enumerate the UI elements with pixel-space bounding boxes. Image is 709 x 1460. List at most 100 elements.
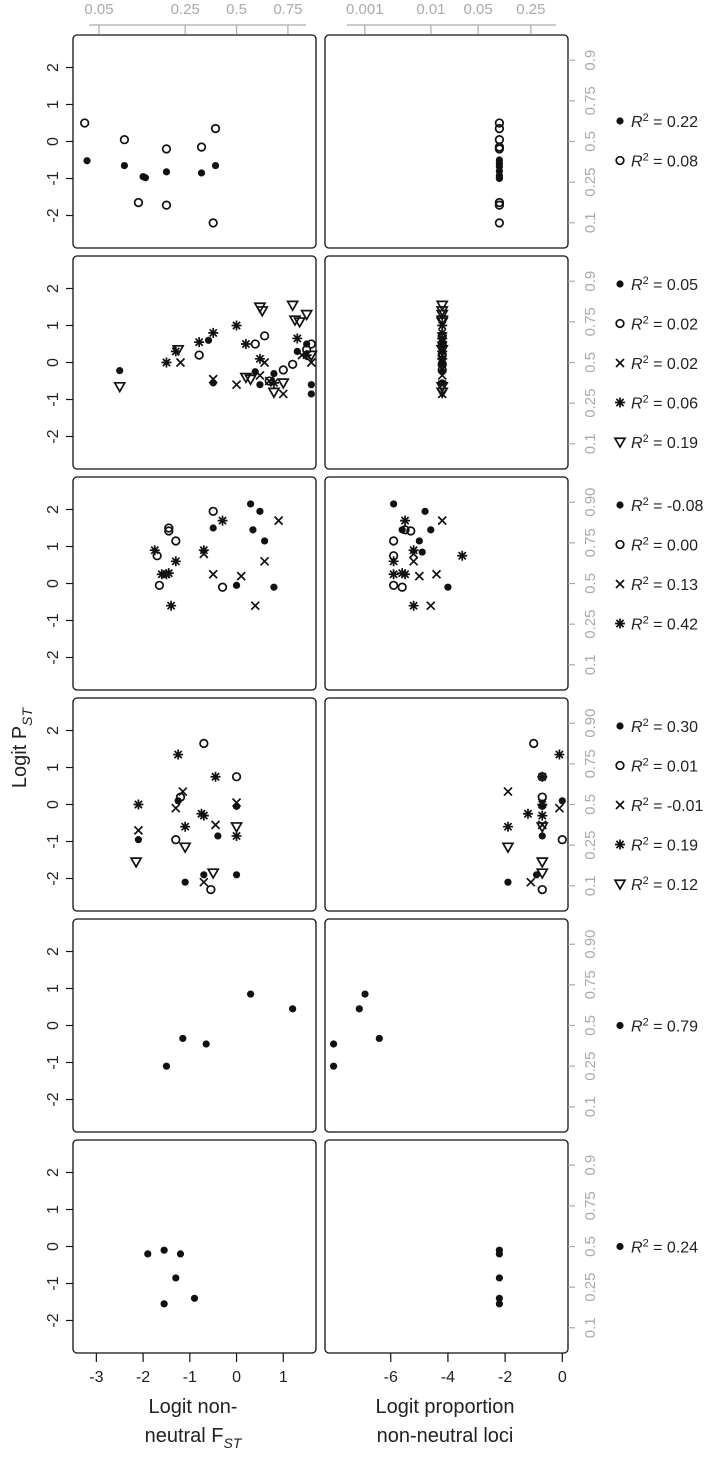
series-triangle [113, 300, 449, 399]
panel-frame-left [72, 918, 317, 1133]
legend-symbol-dot [616, 722, 624, 730]
point-right-star [437, 327, 448, 338]
point-left-star [166, 600, 177, 611]
legend-symbol-cross [615, 800, 625, 810]
prob-tick-label: 0.75 [582, 1191, 599, 1220]
point-right-cross [409, 556, 419, 566]
point-right-dot [375, 1034, 383, 1043]
point-right-circle [388, 536, 399, 546]
y-tick-label: 0 [45, 800, 62, 809]
point-right-circle [494, 134, 505, 145]
point-left-dot [249, 526, 257, 534]
point-right-star [388, 569, 399, 580]
point-left-dot [160, 1300, 168, 1308]
point-left-cross [210, 820, 221, 830]
point-left-star [268, 377, 279, 388]
point-left-triangle [300, 309, 314, 322]
panel-row-5: -2 -1 0 1 2 0.1 0.25 0.5 0.75 0.90 [45, 918, 599, 1133]
point-right-circle [494, 144, 505, 154]
point-left-circle [80, 118, 90, 128]
point-left-dot [202, 1040, 210, 1048]
point-left-triangle [178, 842, 192, 854]
point-right-dot [495, 1300, 503, 1308]
point-left-dot [204, 336, 213, 344]
point-left-dot [141, 174, 150, 182]
series-star [149, 515, 468, 611]
legend-label: R2 = 0.02 [631, 315, 698, 334]
series-circle [171, 738, 567, 895]
panel-row-6: -2 -1 0 1 2 0.1 0.25 0.5 0.75 0.9 [45, 1139, 599, 1354]
legend-symbol-dot [616, 1021, 624, 1030]
point-left-circle [217, 582, 228, 592]
point-right-cross [503, 786, 513, 797]
point-right-triangle [435, 300, 449, 312]
prob-tick-label: 0.75 [582, 307, 599, 336]
legend-label: R2 = -0.08 [631, 496, 703, 515]
legend-label: R2 = 0.22 [631, 112, 698, 131]
point-left-cross [231, 798, 242, 808]
y-tick-label: -1 [45, 171, 62, 185]
panel-frame-left [72, 34, 317, 249]
panel-grid: -2 -1 0 1 2 0.1 0.25 0.5 0.75 0.9 -2 -1 0 1 2 0.1 0.25 0.… [45, 34, 599, 1354]
prob-tick-label: 0.5 [582, 573, 599, 594]
point-left-dot [246, 500, 255, 508]
point-right-dot [538, 832, 546, 840]
prob-tick-label: 0.25 [582, 1273, 599, 1302]
point-left-circle [164, 526, 174, 536]
point-right-cross [437, 370, 447, 381]
point-left-triangle [113, 381, 127, 394]
series-dot [209, 500, 452, 591]
point-left-cross [178, 786, 188, 797]
point-right-triangle [435, 315, 449, 327]
point-left-circle [208, 506, 218, 517]
legend-entry: R2 = 0.05 [616, 275, 698, 294]
point-left-star [180, 821, 191, 832]
legend-symbol-dot [616, 280, 624, 288]
point-right-circle [494, 218, 505, 228]
y-tick-label: -1 [45, 1276, 62, 1290]
legend-entry: R2 = 0.30 [616, 717, 698, 736]
point-left-cross [236, 571, 246, 581]
point-left-triangle [244, 374, 258, 386]
point-right-star [408, 600, 419, 611]
y-tick-label: 1 [45, 763, 62, 772]
point-right-circle [494, 118, 505, 128]
point-right-triangle [435, 317, 449, 329]
prob-tick-label: 0.5 [582, 352, 599, 373]
point-left-star [217, 515, 228, 526]
point-right-circle [557, 835, 567, 845]
point-right-circle [494, 200, 505, 210]
y-tick-label: 0 [45, 358, 62, 367]
point-left-dot [232, 581, 241, 589]
legend-symbol-triangle [613, 437, 627, 449]
point-right-triangle [435, 387, 449, 399]
point-left-star [198, 545, 209, 556]
point-right-cross [426, 601, 436, 611]
prob-tick-label: 0.75 [582, 86, 599, 115]
legend-entry: R2 = 0.79 [616, 1017, 698, 1036]
y-tick-label: 0 [45, 579, 62, 588]
y-tick-label: 0 [45, 137, 62, 146]
point-left-circle [196, 142, 207, 152]
top-tick-label: 0.25 [171, 1, 200, 18]
point-right-star [457, 550, 468, 561]
prob-tick-label: 0.1 [582, 1317, 599, 1338]
y-tick-label: -2 [45, 1313, 62, 1327]
prob-tick-label: 0.75 [582, 528, 599, 557]
point-left-star [170, 556, 181, 567]
x-axis-title-right-line1: Logit proportion [376, 1396, 515, 1418]
y-tick-label: -1 [45, 834, 62, 848]
y-tick-label: 1 [45, 1205, 62, 1214]
x-tick-label: -6 [384, 1369, 398, 1386]
legend-label: R2 = 0.42 [631, 615, 698, 634]
prob-tick-label: 0.1 [582, 875, 599, 896]
y-tick-label: 1 [45, 100, 62, 109]
prob-tick-label: 0.1 [582, 1096, 599, 1117]
point-right-dot [504, 878, 512, 886]
y-tick-label: 2 [45, 1168, 62, 1177]
point-right-triangle [435, 381, 449, 394]
series-dot [144, 1246, 503, 1308]
point-left-dot [172, 1274, 180, 1282]
panel-frame-right [324, 476, 569, 691]
